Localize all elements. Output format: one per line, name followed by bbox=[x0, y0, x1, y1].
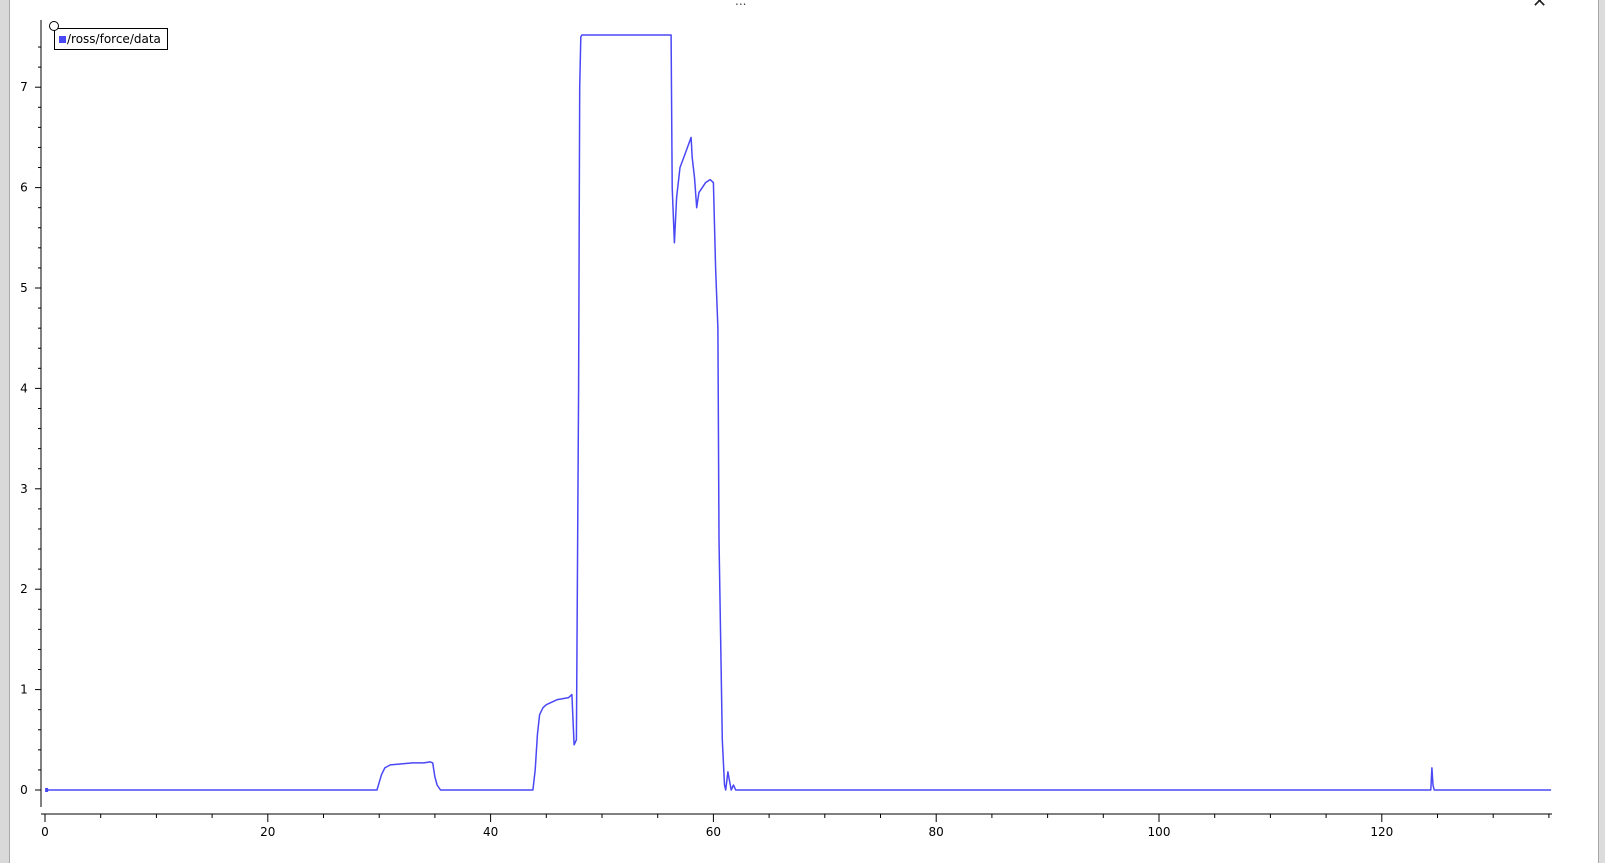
y-tick-label: 0 bbox=[20, 783, 28, 797]
x-tick-label: 20 bbox=[260, 825, 275, 839]
y-tick-label: 1 bbox=[20, 683, 28, 697]
window-title: ... bbox=[735, 0, 747, 8]
x-tick-label: 80 bbox=[929, 825, 944, 839]
legend[interactable]: /ross/force/data bbox=[54, 28, 168, 50]
y-tick-label: 3 bbox=[20, 482, 28, 496]
axes: 0 1 2 3 4 5 6 7 0 20 40 60 80 100 120 bbox=[20, 20, 1552, 839]
x-tick-label: 120 bbox=[1370, 825, 1393, 839]
series-group bbox=[45, 34, 1552, 792]
x-tick-label: 60 bbox=[706, 825, 721, 839]
legend-label: /ross/force/data bbox=[67, 32, 161, 46]
window-left-border bbox=[0, 0, 10, 863]
y-tick-label: 5 bbox=[20, 281, 28, 295]
series-start-marker bbox=[45, 788, 49, 792]
close-icon[interactable]: ✕ bbox=[1532, 0, 1548, 12]
x-tick-label: 40 bbox=[483, 825, 498, 839]
legend-drag-handle[interactable] bbox=[49, 21, 59, 31]
x-tick-label: 0 bbox=[41, 825, 49, 839]
legend-swatch bbox=[59, 35, 66, 43]
x-tick-label: 100 bbox=[1148, 825, 1171, 839]
y-tick-label: 2 bbox=[20, 582, 28, 596]
y-tick-label: 7 bbox=[20, 80, 28, 94]
y-tick-label: 4 bbox=[20, 381, 28, 395]
y-tick-label: 6 bbox=[20, 181, 28, 195]
window-right-border bbox=[1598, 0, 1605, 863]
series-line bbox=[46, 34, 1552, 791]
